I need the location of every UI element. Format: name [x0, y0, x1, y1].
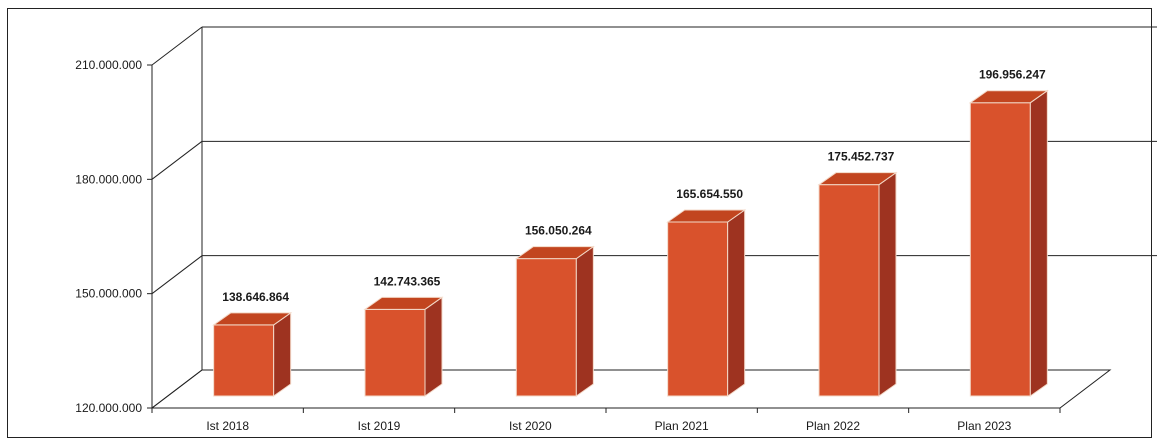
bar-front — [515, 258, 577, 397]
data-label: 175.452.737 — [828, 150, 895, 164]
x-tick-labels: Ist 2018 Ist 2019 Ist 2020 Plan 2021 Plan 20… — [151, 408, 1061, 433]
bars — [212, 89, 1049, 397]
value-labels: 138.646.864 142.743.365 156.050.264 165.654… — [222, 68, 1046, 304]
x-tick-label: Ist 2019 — [358, 419, 401, 433]
gridline-slant — [151, 140, 203, 180]
bar-front — [213, 324, 275, 397]
y-tick-label: 180.000.000 — [75, 172, 142, 186]
y-tick-label: 210.000.000 — [75, 58, 142, 72]
bar-top — [817, 172, 898, 186]
x-tick-label: Ist 2018 — [206, 419, 249, 433]
bar — [363, 296, 444, 397]
gridline-slant — [151, 26, 203, 66]
bar-top — [666, 209, 747, 223]
bar-top — [212, 312, 293, 326]
bar-side — [1029, 89, 1048, 397]
bar-side — [878, 171, 897, 397]
data-label: 138.646.864 — [222, 290, 289, 304]
data-label: 156.050.264 — [525, 224, 592, 238]
bar-front — [364, 308, 426, 397]
chart-floor — [150, 369, 1112, 409]
y-tick-label: 120.000.000 — [75, 401, 142, 415]
data-label: 196.956.247 — [979, 68, 1046, 82]
gridline-slant — [151, 255, 203, 295]
bar — [666, 209, 747, 397]
bar — [968, 89, 1049, 397]
bar — [514, 245, 595, 397]
bar — [817, 171, 898, 397]
chart-walls — [150, 27, 1112, 409]
bar-top — [363, 296, 444, 310]
chart-frame — [7, 8, 1152, 438]
bar-side — [575, 245, 594, 397]
x-tick-label: Plan 2023 — [957, 419, 1011, 433]
bar — [212, 311, 293, 397]
bar-front — [969, 102, 1031, 397]
bar-top — [514, 246, 595, 260]
x-tick-label: Ist 2020 — [509, 419, 552, 433]
bar-side — [727, 209, 746, 397]
x-tick-label: Plan 2022 — [806, 419, 860, 433]
bar-front — [667, 221, 729, 397]
y-tick-label: 150.000.000 — [75, 287, 142, 301]
y-tick-labels: 120.000.000 150.000.000 180.000.000 210.000… — [75, 58, 142, 415]
data-label: 165.654.550 — [676, 187, 743, 201]
bar-side — [273, 311, 292, 397]
x-tick-label: Plan 2021 — [655, 419, 709, 433]
gridline-slant — [151, 369, 203, 409]
bar-side — [424, 296, 443, 397]
bar-top — [968, 90, 1049, 104]
bar-front — [818, 184, 880, 397]
data-label: 142.743.365 — [374, 274, 441, 288]
